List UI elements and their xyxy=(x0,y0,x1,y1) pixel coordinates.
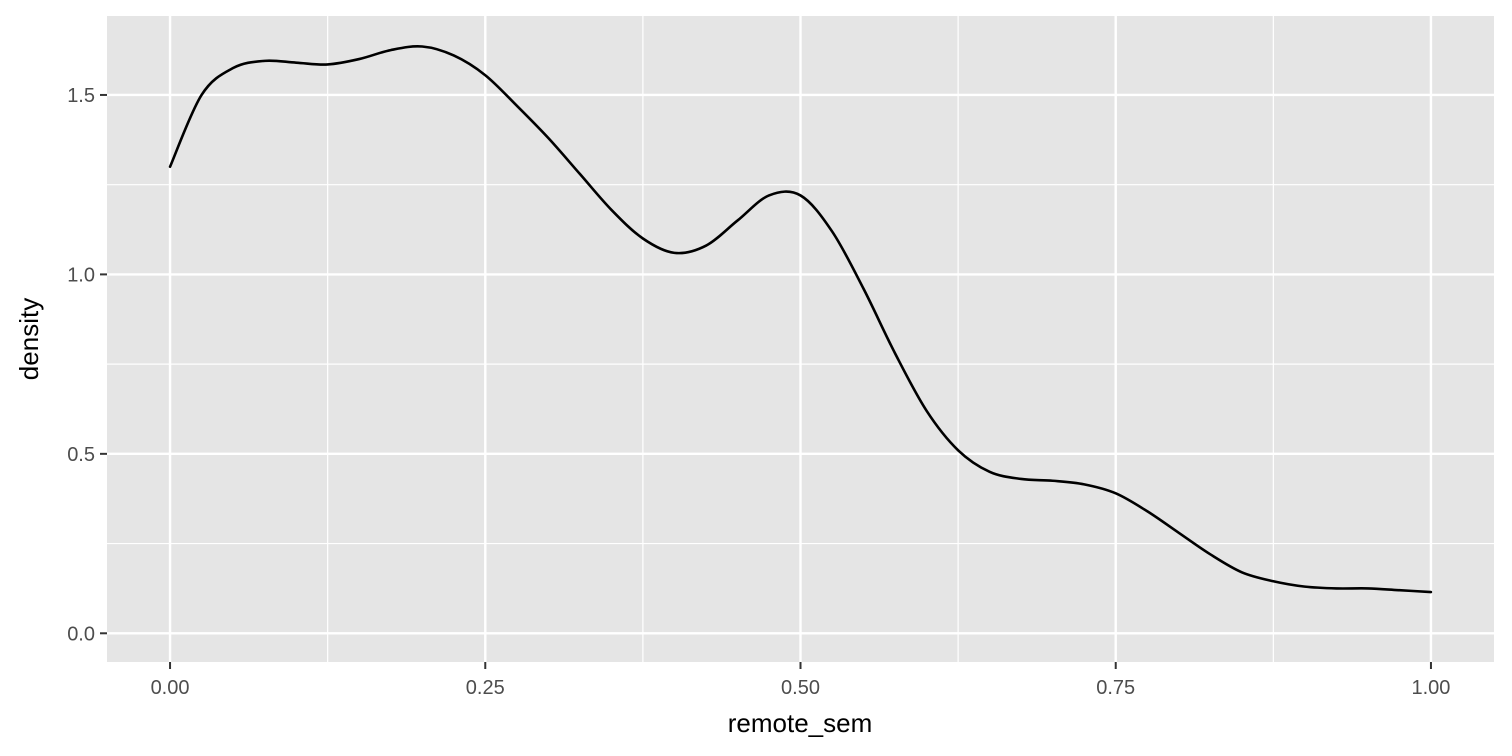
density-line xyxy=(168,45,1433,594)
x-tick-label: 0.00 xyxy=(151,677,190,699)
x-tick-label: 0.50 xyxy=(781,677,820,699)
y-tick-label: 1.5 xyxy=(67,85,95,107)
y-tick-label: 0.0 xyxy=(67,623,95,645)
y-axis: 0.0 0.5 1.0 1.5 xyxy=(67,85,107,645)
y-axis-title: density xyxy=(14,298,44,380)
x-tick-label: 0.75 xyxy=(1096,677,1135,699)
y-tick-label: 0.5 xyxy=(67,444,95,466)
x-axis-title: remote_sem xyxy=(728,708,873,738)
major-gridlines xyxy=(107,16,1494,662)
y-tick-label: 1.0 xyxy=(67,264,95,286)
x-tick-label: 1.00 xyxy=(1411,677,1450,699)
x-axis: 0.00 0.25 0.50 0.75 1.00 xyxy=(151,662,1450,699)
x-tick-label: 0.25 xyxy=(466,677,505,699)
